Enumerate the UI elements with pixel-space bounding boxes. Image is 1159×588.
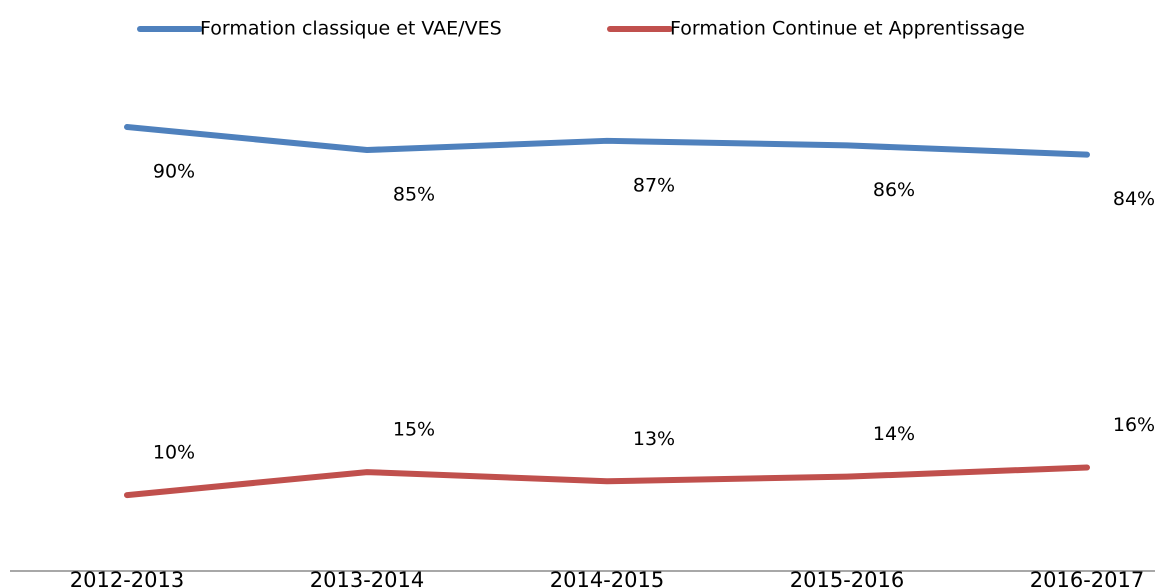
- data-label: 84%: [1113, 188, 1155, 210]
- series-line: [124, 124, 1090, 158]
- data-label: 87%: [633, 174, 675, 196]
- data-label: 10%: [153, 442, 195, 464]
- legend-label: Formation classique et VAE/VES: [200, 18, 502, 40]
- data-label: 15%: [393, 419, 435, 441]
- x-tick-label: 2016-2017: [1030, 568, 1144, 588]
- legend-label: Formation Continue et Apprentissage: [670, 18, 1025, 40]
- data-label: 14%: [873, 423, 915, 445]
- x-tick-label: 2012-2013: [70, 568, 184, 588]
- x-tick-label: 2013-2014: [310, 568, 424, 588]
- series-line: [124, 464, 1090, 499]
- data-label: 86%: [873, 179, 915, 201]
- x-tick-label: 2015-2016: [790, 568, 904, 588]
- x-tick-label: 2014-2015: [550, 568, 664, 588]
- data-label: 90%: [153, 161, 195, 183]
- data-label: 85%: [393, 184, 435, 206]
- data-label: 13%: [633, 428, 675, 450]
- data-label: 16%: [1113, 414, 1155, 436]
